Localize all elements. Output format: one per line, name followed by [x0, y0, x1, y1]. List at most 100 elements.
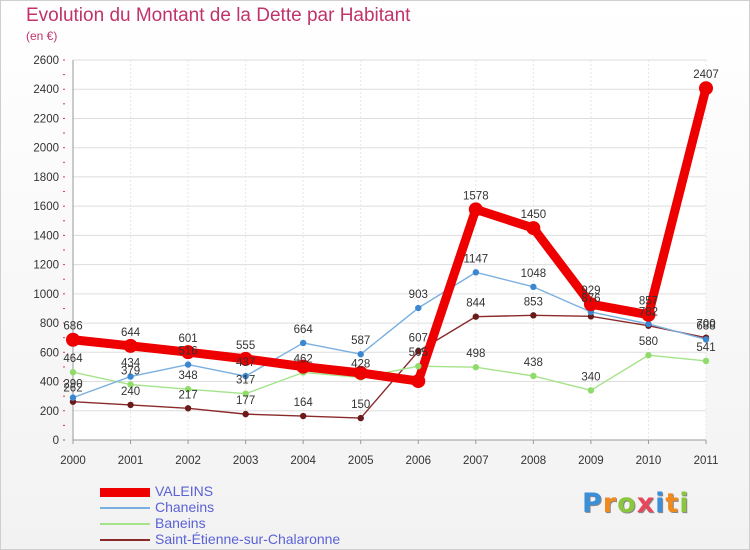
data-label: 164 — [294, 397, 314, 409]
x-tick-label: 2003 — [233, 455, 259, 467]
legend-label: Baneins — [155, 515, 206, 531]
x-tick-label: 2005 — [348, 455, 374, 467]
data-point — [472, 269, 480, 276]
data-point — [530, 372, 537, 380]
data-point — [299, 412, 307, 420]
data-label: 580 — [639, 336, 658, 348]
data-label: 1578 — [463, 190, 489, 202]
data-label: 844 — [466, 298, 486, 310]
x-tick-label: 2000 — [60, 455, 86, 467]
data-label: 516 — [178, 346, 197, 358]
data-label: 587 — [351, 335, 370, 347]
y-tick-label: 0 — [53, 435, 59, 447]
data-point — [242, 372, 249, 380]
data-labels: 262 240 217 177 164 150 607 844 853 782 700 464 379 3… — [63, 69, 718, 411]
data-label: 462 — [294, 353, 313, 365]
data-label: 437 — [236, 357, 255, 369]
legend-label: Saint-Étienne-sur-Chalaronne — [155, 531, 341, 547]
legend-swatch — [100, 507, 150, 509]
legend-label: Chaneins — [155, 499, 215, 515]
data-point — [127, 401, 134, 409]
logo-letter: P — [582, 488, 603, 519]
data-label: 664 — [294, 324, 314, 336]
data-label: 177 — [236, 395, 255, 407]
y-tick-label: 2000 — [33, 143, 59, 155]
legend-swatch — [100, 523, 150, 525]
y-tick-label: 2200 — [33, 113, 59, 125]
data-label: 857 — [639, 296, 658, 308]
data-point — [702, 336, 710, 343]
data-label: 607 — [409, 332, 428, 344]
y-tick-label: 1000 — [33, 289, 59, 301]
data-point — [472, 364, 480, 371]
data-point — [641, 307, 656, 322]
x-tick-label: 2006 — [405, 455, 431, 467]
y-tick-label: 2600 — [33, 55, 59, 67]
data-point — [242, 410, 249, 418]
y-tick-label: 400 — [40, 377, 59, 389]
data-label: 541 — [696, 342, 715, 354]
data-label: 428 — [351, 358, 370, 370]
data-label: 505 — [409, 347, 428, 359]
y-tick-label: 2400 — [33, 84, 59, 96]
data-label: 317 — [236, 375, 255, 387]
data-label: 782 — [639, 307, 658, 319]
series-lines — [68, 83, 711, 419]
y-tick-label: 800 — [40, 318, 59, 330]
data-point — [69, 368, 77, 376]
y-tick-label: 1800 — [33, 172, 59, 184]
logo-letter: t — [665, 488, 680, 519]
data-label: 2407 — [693, 69, 719, 81]
legend-label: VALEINS — [155, 483, 214, 499]
data-label: 929 — [581, 285, 600, 297]
data-point — [411, 374, 426, 389]
logo-letter: i — [679, 488, 690, 519]
legend-swatch — [100, 539, 150, 541]
x-tick-label: 2001 — [118, 455, 144, 467]
data-point — [645, 352, 652, 359]
y-axis: 0 200 400 600 800 1000 1200 1400 1600 1800 2000 220… — [33, 55, 74, 447]
data-label: 853 — [524, 296, 543, 308]
data-label: 686 — [63, 321, 82, 333]
series-line — [72, 354, 707, 395]
data-label: 262 — [63, 383, 82, 395]
data-point — [181, 345, 196, 360]
plot-area — [73, 60, 706, 440]
proxiti-logo: Proxiti — [582, 488, 690, 519]
data-point — [357, 414, 364, 422]
x-tick-label: 2004 — [290, 455, 316, 467]
data-label: 438 — [524, 357, 543, 369]
data-point — [238, 351, 253, 366]
data-label: 150 — [351, 399, 370, 411]
data-point — [357, 351, 364, 358]
data-point — [530, 312, 537, 319]
data-point — [415, 304, 422, 312]
data-label: 434 — [121, 358, 141, 370]
data-point — [66, 332, 80, 347]
data-point — [645, 320, 652, 328]
data-label: 498 — [466, 348, 485, 360]
data-label: 379 — [121, 366, 140, 378]
data-point — [472, 313, 480, 320]
data-point — [699, 81, 713, 96]
data-point — [69, 394, 77, 401]
x-tick-label: 2007 — [463, 455, 489, 467]
data-label: 464 — [63, 353, 83, 365]
logo-letter: o — [617, 488, 637, 519]
data-point — [415, 348, 422, 355]
data-label: 290 — [63, 379, 82, 391]
data-point — [415, 362, 422, 370]
data-point — [184, 405, 192, 412]
data-point — [184, 361, 192, 368]
unit-label: (en €) — [26, 29, 58, 43]
data-point — [583, 297, 598, 312]
data-point — [530, 283, 537, 291]
x-tick-label: 2009 — [578, 455, 604, 467]
series-points — [66, 81, 713, 422]
data-label: 1048 — [521, 268, 547, 280]
data-label: 688 — [696, 320, 715, 332]
data-label: 1147 — [463, 253, 488, 265]
data-point — [299, 339, 307, 347]
chart-title: Evolution du Montant de la Dette par Hab… — [26, 5, 411, 26]
